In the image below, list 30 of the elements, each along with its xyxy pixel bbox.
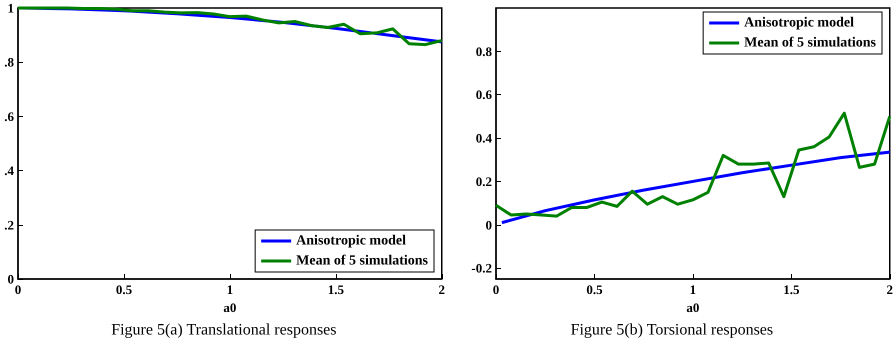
x-tick-label: 2 [886,282,893,297]
y-tick-label: 0 [486,217,492,232]
y-tick-label: .6 [4,108,14,124]
line-series [494,112,892,218]
y-tick-label: .4 [4,163,14,178]
y-tick-label: 0 [8,272,14,286]
y-tick-label: .8 [4,54,14,70]
legend-label: Mean of 5 simulations [296,254,429,268]
y-tick-label: 1 [8,0,14,16]
x-tick-label: 0.5 [116,282,133,297]
x-axis-title: a0 [223,300,236,315]
x-tick-label: 1.5 [328,282,344,297]
x-tick-label: 2 [438,282,445,297]
caption: Figure 5(b) Torsional responses [570,322,774,338]
y-tick-label: 0.2 [476,174,492,189]
x-tick-label: 1.5 [783,282,800,297]
y-tick-label: -0.2 [471,260,492,276]
legend-label: Anisotropic model [744,16,854,30]
y-tick-label: 0.8 [476,44,492,59]
y-tick-label: .2 [4,217,14,232]
y-tick-label: 0.4 [476,130,492,146]
x-tick-label: 0.5 [586,282,604,297]
y-tick-label: 0.6 [476,87,492,102]
x-tick-label: 1 [690,282,696,297]
legend-label: Mean of 5 simulations [744,36,877,50]
x-axis-title: a0 [686,300,700,315]
line-series [500,150,892,224]
caption: Figure 5(a) Translational responses [111,322,337,338]
legend-label: Anisotropic model [296,234,406,248]
x-tick-label: 1 [226,282,234,297]
